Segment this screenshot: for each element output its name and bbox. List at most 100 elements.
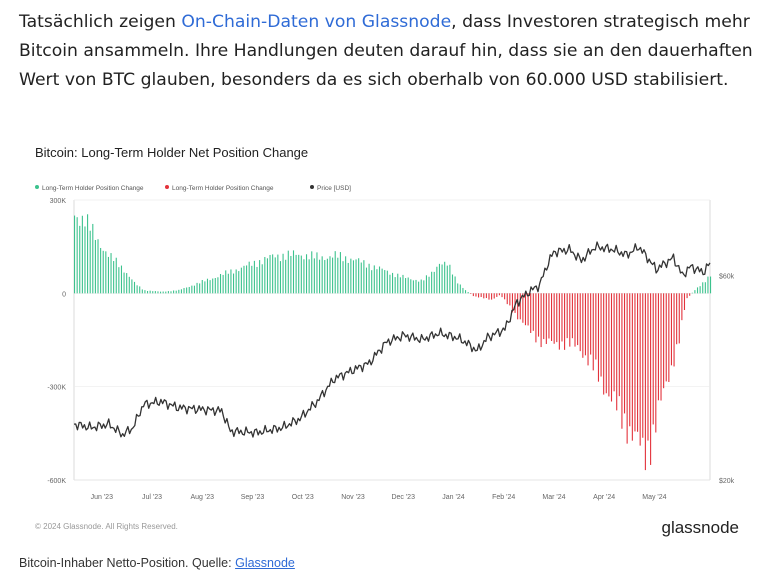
position-bar-30 bbox=[152, 291, 154, 294]
position-bar-84 bbox=[292, 250, 295, 294]
position-bar-203 bbox=[603, 293, 605, 395]
position-bar-11 bbox=[102, 250, 104, 294]
position-bar-208 bbox=[616, 293, 618, 411]
position-bar-175 bbox=[530, 293, 532, 333]
position-change-bars bbox=[74, 214, 712, 471]
position-bar-14 bbox=[110, 253, 112, 294]
position-bar-104 bbox=[345, 256, 347, 294]
position-bar-128 bbox=[407, 277, 409, 294]
position-bar-36 bbox=[167, 291, 169, 294]
x-tick-label-4: Oct '23 bbox=[292, 494, 314, 501]
right-tick-label-1: $20k bbox=[719, 478, 735, 485]
position-bar-124 bbox=[397, 273, 399, 294]
position-bar-195 bbox=[582, 293, 584, 358]
glassnode-onchain-link[interactable]: On-Chain-Daten von Glassnode bbox=[181, 12, 452, 32]
position-bar-19 bbox=[123, 272, 125, 294]
position-bar-29 bbox=[149, 290, 151, 294]
legend-swatch-0 bbox=[35, 185, 39, 189]
position-bar-233 bbox=[681, 293, 683, 321]
intro-text-before: Tatsächlich zeigen bbox=[19, 12, 182, 32]
position-bar-38 bbox=[173, 290, 175, 294]
position-bar-80 bbox=[282, 253, 284, 294]
position-bar-90 bbox=[308, 259, 310, 294]
position-bar-162 bbox=[496, 293, 498, 297]
position-bar-199 bbox=[592, 293, 594, 371]
position-bar-156 bbox=[480, 293, 482, 297]
position-bar-67 bbox=[248, 261, 250, 294]
position-bar-91 bbox=[311, 251, 313, 294]
position-bar-244 bbox=[710, 276, 712, 294]
position-bar-184 bbox=[553, 293, 555, 344]
x-tick-label-5: Nov '23 bbox=[341, 494, 365, 501]
position-bar-33 bbox=[160, 291, 162, 294]
position-bar-239 bbox=[696, 287, 699, 294]
position-bar-120 bbox=[386, 270, 388, 294]
position-bar-114 bbox=[371, 270, 373, 294]
position-bar-149 bbox=[462, 287, 464, 294]
position-bar-25 bbox=[139, 286, 141, 294]
position-bar-78 bbox=[277, 254, 279, 294]
position-bar-35 bbox=[165, 291, 167, 294]
position-bar-121 bbox=[389, 274, 391, 294]
position-bar-151 bbox=[467, 292, 469, 294]
position-bar-185 bbox=[556, 293, 558, 343]
position-bar-131 bbox=[415, 279, 417, 294]
position-bar-105 bbox=[347, 262, 349, 294]
position-bar-179 bbox=[540, 293, 542, 348]
legend-swatch-1 bbox=[165, 185, 169, 189]
x-tick-label-6: Dec '23 bbox=[391, 494, 415, 501]
position-bar-123 bbox=[394, 277, 396, 294]
position-bar-73 bbox=[264, 256, 266, 294]
position-bar-221 bbox=[650, 293, 652, 465]
position-bar-95 bbox=[321, 256, 323, 294]
position-bar-187 bbox=[561, 293, 563, 342]
position-bar-45 bbox=[191, 285, 193, 294]
position-bar-200 bbox=[595, 293, 597, 360]
position-bar-172 bbox=[522, 293, 524, 323]
position-bar-191 bbox=[571, 293, 573, 339]
position-bar-215 bbox=[634, 293, 636, 432]
position-bar-216 bbox=[637, 293, 639, 432]
position-bar-31 bbox=[154, 291, 156, 294]
position-bar-72 bbox=[261, 264, 263, 294]
position-bar-177 bbox=[535, 293, 537, 343]
position-bar-237 bbox=[691, 292, 693, 294]
position-bar-68 bbox=[251, 265, 253, 294]
position-bar-227 bbox=[665, 293, 667, 382]
position-bar-197 bbox=[587, 293, 589, 366]
position-bar-126 bbox=[402, 274, 404, 294]
position-bar-49 bbox=[201, 280, 203, 294]
x-tick-label-1: Jul '23 bbox=[142, 494, 162, 501]
position-bar-198 bbox=[590, 293, 592, 355]
position-bar-229 bbox=[670, 293, 672, 366]
position-bar-141 bbox=[441, 264, 443, 294]
position-bar-92 bbox=[313, 258, 315, 294]
position-bar-213 bbox=[629, 293, 631, 427]
position-bar-6 bbox=[89, 230, 91, 294]
x-tick-label-0: Jun '23 bbox=[91, 494, 113, 501]
position-bar-204 bbox=[605, 293, 607, 394]
position-bar-22 bbox=[131, 279, 133, 294]
position-bar-96 bbox=[324, 260, 326, 294]
position-bar-116 bbox=[376, 269, 378, 294]
position-bar-70 bbox=[256, 266, 258, 294]
position-bar-127 bbox=[405, 278, 407, 294]
position-bar-155 bbox=[478, 293, 480, 298]
position-bar-115 bbox=[373, 265, 375, 294]
caption-glassnode-link[interactable]: Glassnode bbox=[235, 556, 295, 570]
position-bar-212 bbox=[626, 293, 628, 444]
position-bar-58 bbox=[225, 270, 227, 294]
position-bar-196 bbox=[584, 293, 586, 356]
position-change-chart: Bitcoin: Long-Term Holder Net Position C… bbox=[35, 145, 739, 537]
figure-caption: Bitcoin-Inhaber Netto-Position. Quelle: … bbox=[19, 556, 295, 570]
position-bar-28 bbox=[146, 290, 149, 294]
position-bar-59 bbox=[227, 273, 229, 294]
position-bar-186 bbox=[558, 293, 560, 350]
position-bar-69 bbox=[253, 260, 255, 294]
position-bar-7 bbox=[92, 223, 94, 294]
position-bar-132 bbox=[418, 281, 420, 294]
position-bar-167 bbox=[509, 293, 511, 306]
position-bar-99 bbox=[332, 257, 334, 294]
position-bar-8 bbox=[94, 240, 96, 294]
position-bar-223 bbox=[655, 293, 657, 433]
